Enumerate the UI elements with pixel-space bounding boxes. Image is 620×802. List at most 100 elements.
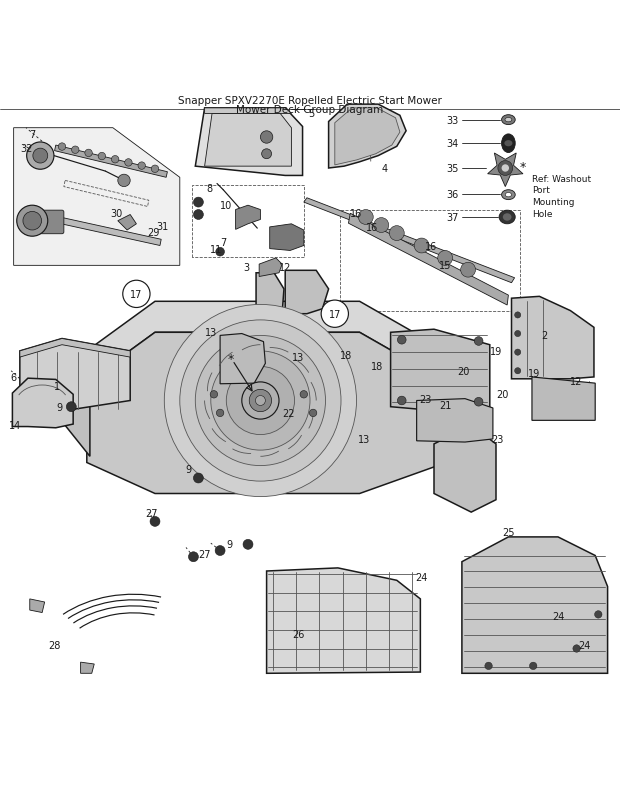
- Text: 32: 32: [20, 144, 32, 153]
- Circle shape: [112, 156, 119, 164]
- Text: 20: 20: [458, 367, 470, 376]
- Polygon shape: [20, 339, 130, 411]
- Text: 6: 6: [11, 372, 17, 383]
- Circle shape: [321, 301, 348, 328]
- Polygon shape: [335, 109, 400, 166]
- Text: 8: 8: [206, 184, 213, 194]
- Text: 13: 13: [358, 435, 371, 444]
- Text: 12: 12: [279, 263, 291, 273]
- Circle shape: [193, 210, 203, 221]
- Circle shape: [118, 175, 130, 188]
- Circle shape: [573, 645, 580, 652]
- Polygon shape: [267, 568, 420, 674]
- Circle shape: [474, 398, 483, 407]
- Polygon shape: [532, 378, 595, 421]
- Circle shape: [210, 391, 218, 399]
- Polygon shape: [47, 215, 161, 246]
- Text: 16: 16: [366, 223, 378, 233]
- Text: 18: 18: [340, 350, 352, 360]
- Polygon shape: [487, 154, 523, 188]
- Circle shape: [215, 546, 225, 556]
- Text: 17: 17: [329, 310, 341, 319]
- Text: 12: 12: [570, 376, 583, 387]
- Circle shape: [226, 367, 294, 435]
- Polygon shape: [348, 214, 508, 306]
- Polygon shape: [30, 599, 45, 613]
- Text: 23: 23: [491, 435, 503, 444]
- Circle shape: [595, 611, 602, 618]
- Circle shape: [243, 540, 253, 549]
- Text: 19: 19: [528, 368, 541, 378]
- Circle shape: [164, 305, 356, 497]
- Circle shape: [85, 150, 92, 157]
- Text: 28: 28: [48, 641, 61, 650]
- Text: 9: 9: [185, 464, 192, 474]
- Ellipse shape: [505, 119, 512, 123]
- Text: 31: 31: [156, 221, 169, 231]
- Text: eReplacementParts.com: eReplacementParts.com: [188, 426, 332, 439]
- FancyBboxPatch shape: [26, 211, 64, 234]
- Circle shape: [125, 160, 132, 167]
- Polygon shape: [236, 206, 260, 230]
- Polygon shape: [462, 537, 608, 674]
- Circle shape: [397, 397, 406, 405]
- Polygon shape: [55, 146, 167, 178]
- Circle shape: [414, 239, 429, 253]
- Circle shape: [180, 321, 341, 481]
- Circle shape: [151, 166, 159, 173]
- Circle shape: [498, 161, 513, 176]
- Polygon shape: [259, 258, 282, 277]
- Ellipse shape: [505, 141, 512, 147]
- Circle shape: [461, 263, 476, 277]
- Circle shape: [374, 218, 389, 233]
- Circle shape: [216, 248, 224, 257]
- Text: 21: 21: [439, 401, 451, 411]
- Text: 37: 37: [446, 213, 459, 223]
- Text: 3: 3: [244, 263, 250, 273]
- Polygon shape: [118, 215, 136, 231]
- Polygon shape: [14, 128, 180, 266]
- Text: 34: 34: [446, 139, 459, 149]
- Circle shape: [193, 198, 203, 208]
- Polygon shape: [329, 105, 406, 168]
- Circle shape: [515, 331, 521, 337]
- Text: 5: 5: [308, 109, 314, 119]
- Polygon shape: [195, 109, 303, 176]
- Circle shape: [502, 165, 509, 172]
- Circle shape: [242, 383, 279, 419]
- Polygon shape: [220, 334, 265, 384]
- Circle shape: [33, 149, 48, 164]
- Text: 22: 22: [282, 408, 294, 419]
- Text: 24: 24: [415, 573, 428, 582]
- Text: 13: 13: [291, 353, 304, 363]
- Circle shape: [98, 153, 105, 160]
- Circle shape: [260, 132, 273, 144]
- Circle shape: [211, 351, 310, 451]
- Polygon shape: [270, 225, 304, 251]
- Circle shape: [195, 336, 326, 466]
- Circle shape: [485, 662, 492, 670]
- Text: 10: 10: [220, 201, 232, 211]
- Ellipse shape: [503, 214, 512, 221]
- Circle shape: [23, 213, 42, 231]
- Polygon shape: [285, 271, 329, 314]
- Text: Ref: Washout
Port
Mounting
Hole: Ref: Washout Port Mounting Hole: [532, 174, 591, 219]
- Text: 24: 24: [578, 641, 590, 650]
- Circle shape: [216, 410, 224, 417]
- Text: 27: 27: [146, 508, 158, 519]
- Circle shape: [309, 410, 317, 417]
- Circle shape: [515, 313, 521, 318]
- Text: 24: 24: [552, 611, 564, 622]
- Text: 14: 14: [9, 421, 21, 431]
- Text: 7: 7: [220, 237, 226, 248]
- Text: *: *: [520, 160, 526, 173]
- Text: 1: 1: [54, 381, 60, 391]
- Text: 19: 19: [490, 346, 502, 356]
- Polygon shape: [87, 302, 446, 383]
- Text: 33: 33: [446, 115, 459, 125]
- Circle shape: [262, 150, 272, 160]
- Polygon shape: [512, 297, 594, 379]
- Text: 25: 25: [502, 527, 515, 537]
- Ellipse shape: [499, 211, 515, 225]
- Circle shape: [249, 390, 272, 412]
